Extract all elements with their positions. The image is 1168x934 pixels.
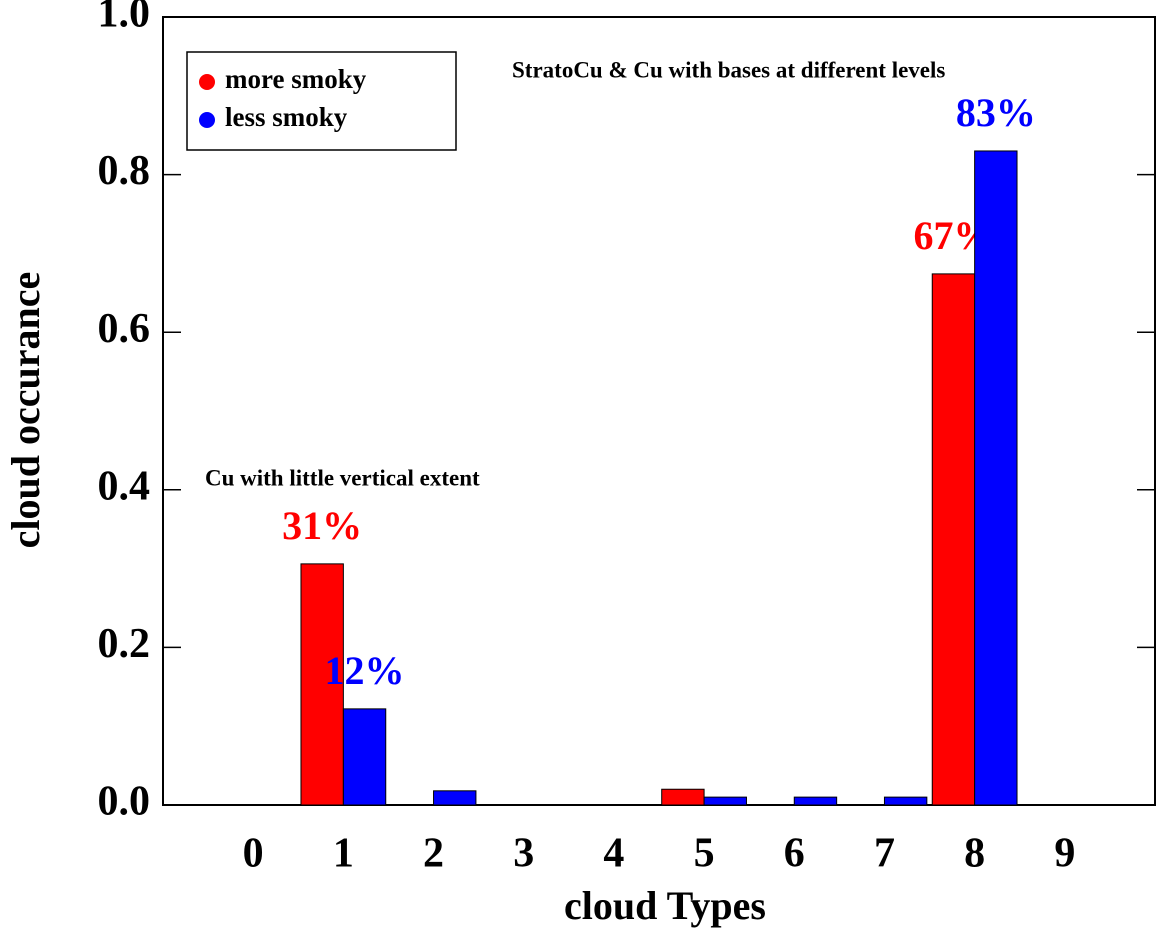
x-axis-label: cloud Types <box>564 883 766 928</box>
legend-marker <box>199 74 215 90</box>
value-label: 12% <box>325 648 405 693</box>
x-tick-label: 4 <box>603 831 624 877</box>
y-tick-label: 0.0 <box>98 779 151 825</box>
y-tick-label: 0.4 <box>98 463 151 509</box>
legend-label: less smoky <box>225 102 348 132</box>
x-tick-label: 7 <box>874 831 895 877</box>
bar <box>883 796 928 806</box>
bar <box>300 563 344 806</box>
value-label: 83% <box>956 90 1036 135</box>
bar <box>342 708 387 806</box>
bar <box>703 796 747 806</box>
x-tick-label: 6 <box>784 831 805 877</box>
y-tick-label: 1.0 <box>98 0 151 37</box>
x-tick-label: 1 <box>333 831 354 877</box>
bar <box>931 273 976 806</box>
bar <box>433 790 477 806</box>
bar <box>793 796 838 806</box>
y-tick-label: 0.2 <box>98 621 151 667</box>
x-tick-label: 2 <box>423 831 444 877</box>
x-tick-label: 0 <box>243 831 264 877</box>
bar <box>661 788 705 806</box>
x-tick-label: 5 <box>694 831 715 877</box>
y-tick-label: 0.6 <box>98 306 151 352</box>
x-tick-label: 3 <box>513 831 534 877</box>
legend-marker <box>199 112 215 128</box>
bar <box>974 150 1018 806</box>
plot-frame <box>162 16 1156 806</box>
value-label: 31% <box>282 503 362 548</box>
x-tick-label: 8 <box>964 831 985 877</box>
legend-box <box>186 51 457 151</box>
x-tick-label: 9 <box>1054 831 1075 877</box>
annotation: Cu with little vertical extent <box>205 465 480 490</box>
legend-label: more smoky <box>225 64 367 94</box>
y-tick-label: 0.8 <box>98 148 151 194</box>
y-axis-label: cloud occurance <box>3 272 48 549</box>
annotation: StratoCu & Cu with bases at different le… <box>512 57 945 82</box>
